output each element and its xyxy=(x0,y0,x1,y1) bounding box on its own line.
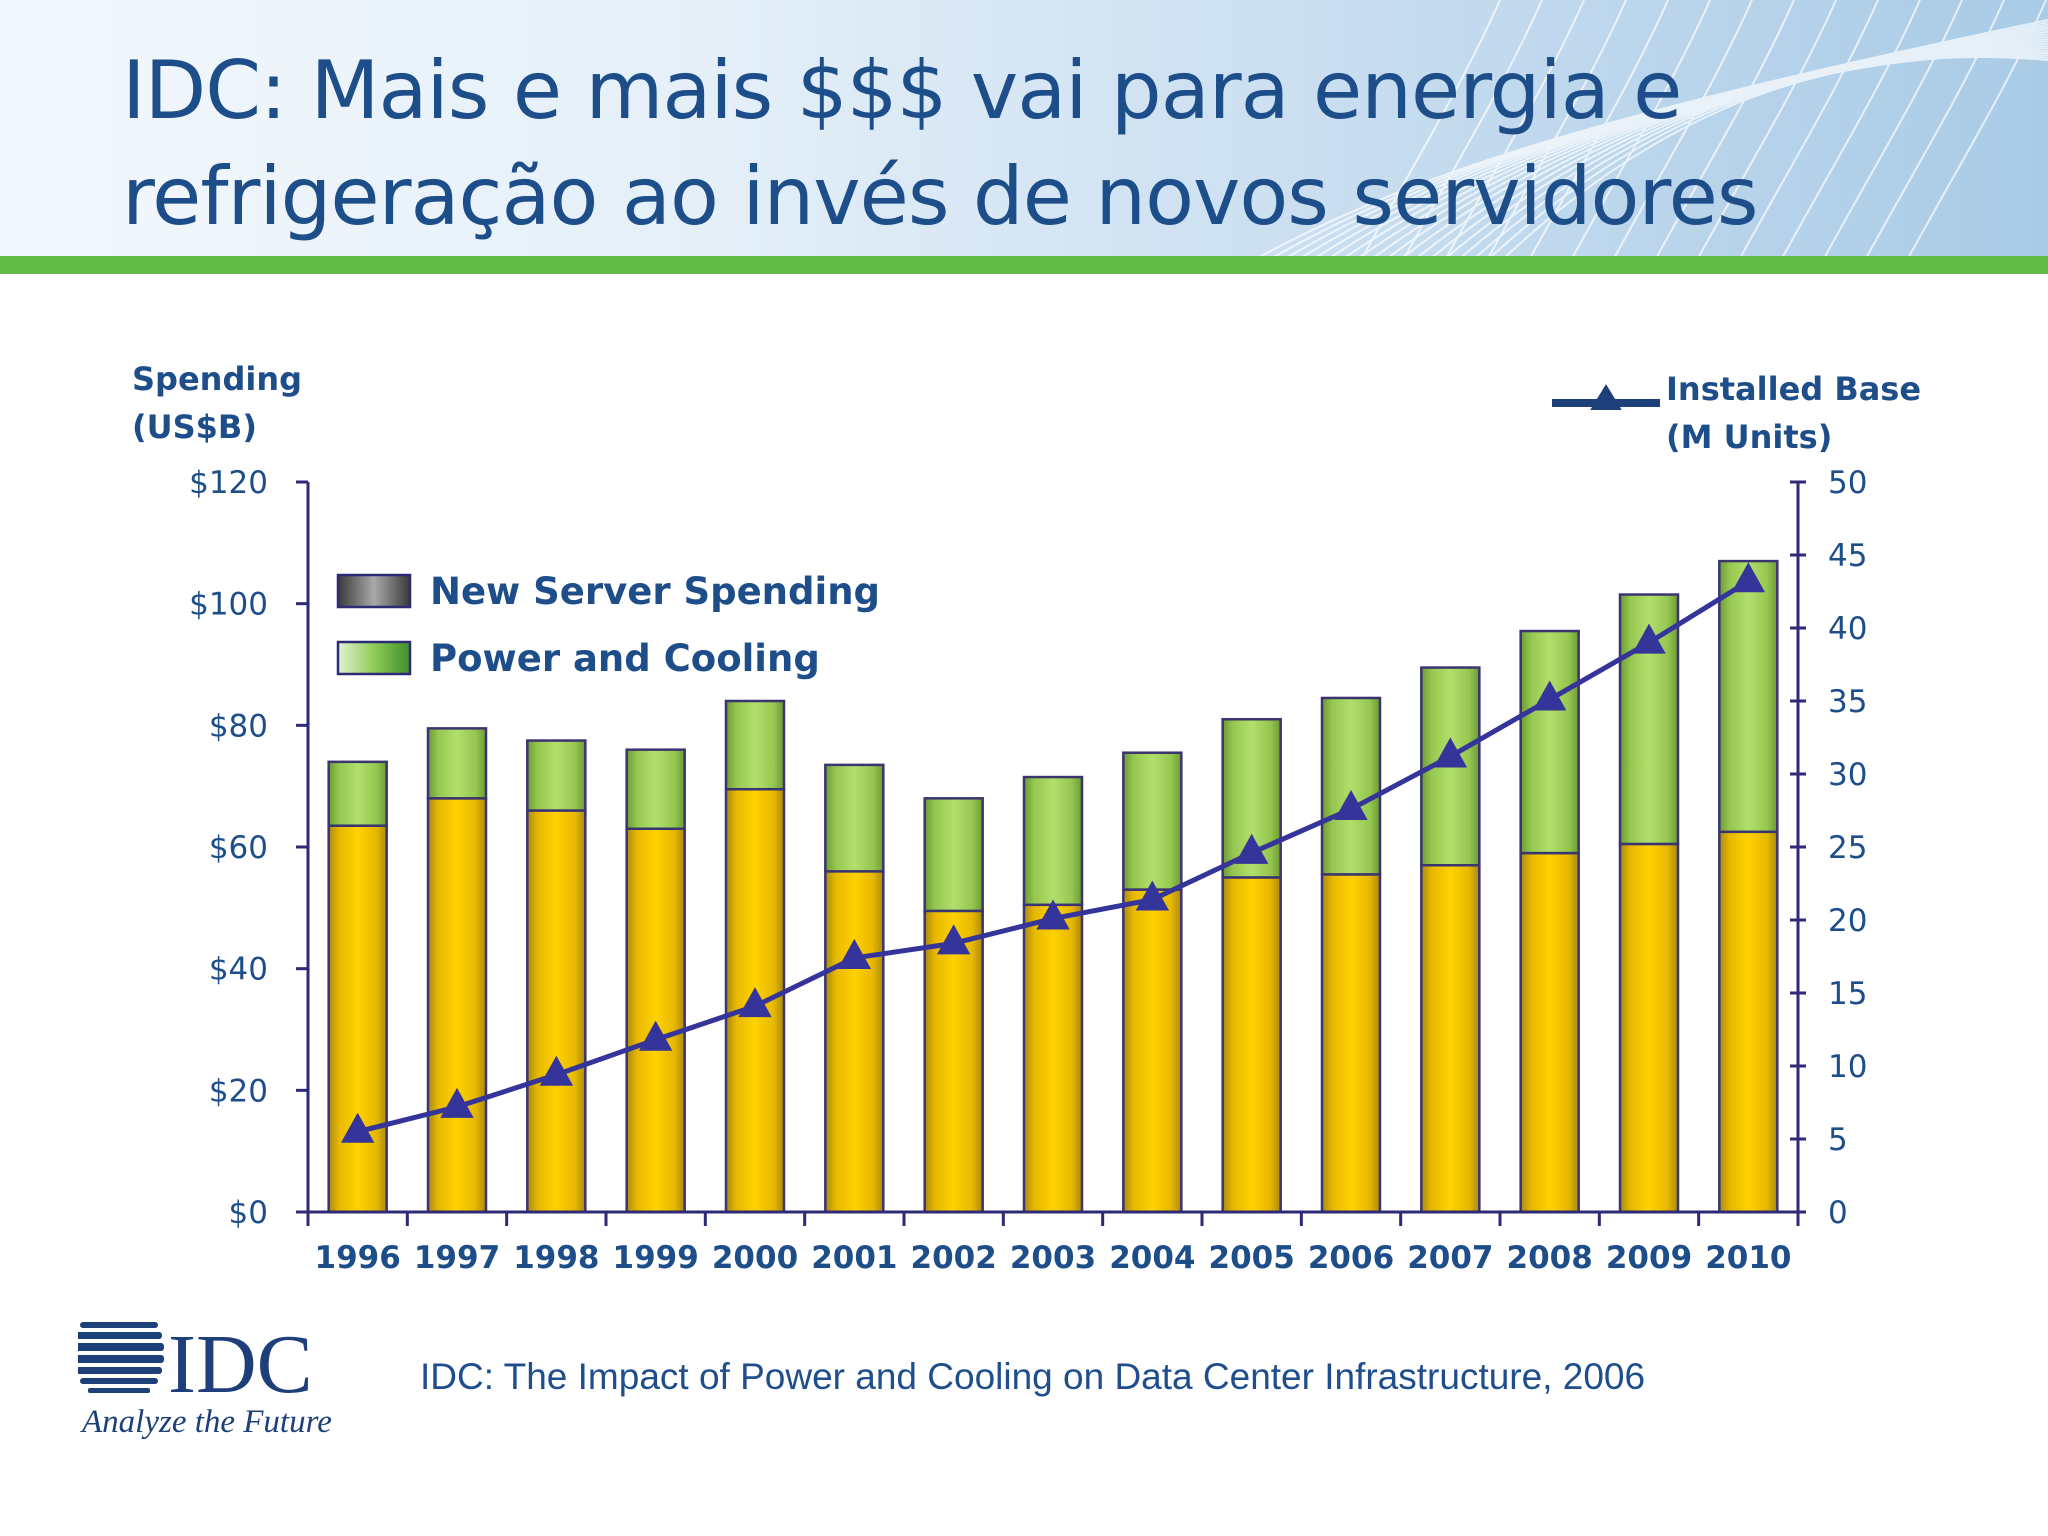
source-note: IDC: The Impact of Power and Cooling on … xyxy=(420,1356,1646,1397)
installed-base-point-2008 xyxy=(1532,680,1567,711)
slide-title: IDC: Mais e mais $$$ vai para energia e … xyxy=(122,38,1759,250)
left-axis-title: Spending xyxy=(132,360,302,398)
installed-base-point-2004 xyxy=(1135,880,1170,911)
bar-power-cooling-1997 xyxy=(426,727,488,800)
right-tick-label: 15 xyxy=(1828,976,1867,1012)
right-tick-label: 25 xyxy=(1828,830,1867,866)
category-label-2005: 2005 xyxy=(1209,1240,1295,1276)
installed-base-point-2009 xyxy=(1632,623,1666,654)
right-tick-label: 50 xyxy=(1828,465,1867,501)
bar-new-server-2009 xyxy=(1618,842,1680,1214)
right-axis-title: (M Units) xyxy=(1666,418,1832,456)
bar-power-cooling-2006 xyxy=(1320,696,1382,876)
category-label-2003: 2003 xyxy=(1010,1240,1096,1276)
bar-new-server-2006 xyxy=(1320,873,1382,1214)
bar-new-server-2005 xyxy=(1221,876,1282,1214)
spending-chart: $0 $20 $40 $60 $80 $100 $120 0 5 10 15 20 25 30 35 40 45… xyxy=(132,360,1921,1276)
category-label-2010: 2010 xyxy=(1705,1240,1791,1276)
category-label-1999: 1999 xyxy=(613,1240,699,1276)
idc-wordmark: IDC xyxy=(168,1318,313,1411)
left-tick-label: $80 xyxy=(209,708,268,744)
legend-new-server-spending: New Server Spending xyxy=(336,570,880,613)
category-label-2009: 2009 xyxy=(1606,1240,1692,1276)
bar-power-cooling-2002 xyxy=(923,797,984,913)
globe-icon xyxy=(78,1322,164,1393)
wave-mesh-graphic xyxy=(1249,0,2048,262)
bar-power-cooling-2008 xyxy=(1519,629,1580,855)
title-line-2: refrigeração ao invés de novos servidore… xyxy=(122,150,1759,243)
category-label-2000: 2000 xyxy=(712,1240,798,1276)
bar-new-server-2010 xyxy=(1718,830,1779,1214)
right-tick-label: 20 xyxy=(1828,903,1867,939)
header-accent-bar xyxy=(0,256,2048,274)
bar-power-cooling-1998 xyxy=(526,739,587,812)
bar-new-server-1996 xyxy=(327,824,388,1214)
left-tick-label: $120 xyxy=(189,465,268,501)
installed-base-point-1998 xyxy=(539,1055,574,1086)
bar-new-server-1999 xyxy=(625,827,686,1214)
category-label-2001: 2001 xyxy=(811,1240,897,1276)
legend-swatch xyxy=(336,573,412,609)
installed-base-point-2002 xyxy=(936,924,971,955)
bar-power-cooling-2004 xyxy=(1122,751,1183,891)
title-line-1: IDC: Mais e mais $$$ vai para energia e xyxy=(122,44,1682,137)
legend-label: Power and Cooling xyxy=(430,637,820,680)
bar-new-server-2001 xyxy=(824,870,885,1214)
right-tick-label: 35 xyxy=(1828,684,1867,720)
left-tick-label: $20 xyxy=(209,1073,268,1109)
right-tick-label: 5 xyxy=(1828,1122,1848,1158)
left-tick-label: $100 xyxy=(189,587,268,623)
category-label-1997: 1997 xyxy=(414,1240,500,1276)
bar-new-server-2007 xyxy=(1420,864,1481,1214)
idc-tagline: Analyze the Future xyxy=(80,1404,332,1440)
right-tick-label: 45 xyxy=(1828,538,1867,574)
legend-label: New Server Spending xyxy=(430,570,880,613)
bar-power-cooling-1999 xyxy=(625,748,686,831)
right-axis-title: Installed Base xyxy=(1666,370,1921,408)
bar-power-cooling-1996 xyxy=(327,760,388,827)
category-label-2008: 2008 xyxy=(1507,1240,1593,1276)
idc-logo: IDC Analyze the Future xyxy=(78,1318,332,1440)
right-tick-label: 40 xyxy=(1828,611,1867,647)
installed-base-point-2000 xyxy=(738,987,772,1018)
installed-base-point-1997 xyxy=(440,1087,474,1118)
category-label-2007: 2007 xyxy=(1407,1240,1493,1276)
installed-base-point-2005 xyxy=(1234,833,1269,864)
bar-new-server-1998 xyxy=(526,809,587,1214)
right-tick-label: 10 xyxy=(1828,1049,1867,1085)
installed-base-legend-marker xyxy=(1552,384,1660,410)
legend-swatch xyxy=(336,640,412,676)
left-tick-label: $60 xyxy=(209,830,268,866)
installed-base-point-2001 xyxy=(837,938,872,969)
bar-new-server-2004 xyxy=(1122,888,1183,1214)
category-label-2004: 2004 xyxy=(1109,1240,1195,1276)
installed-base-point-1999 xyxy=(638,1020,673,1051)
right-tick-label: 0 xyxy=(1828,1195,1848,1231)
bar-new-server-2002 xyxy=(923,909,984,1214)
legend-power-and-cooling: Power and Cooling xyxy=(336,637,820,680)
bar-new-server-2003 xyxy=(1022,903,1084,1214)
bar-new-server-2008 xyxy=(1519,851,1580,1214)
category-label-1996: 1996 xyxy=(315,1240,401,1276)
header-banner xyxy=(0,0,2048,262)
bar-power-cooling-2003 xyxy=(1022,775,1084,907)
installed-base-point-2003 xyxy=(1036,899,1070,930)
category-label-2002: 2002 xyxy=(911,1240,997,1276)
left-tick-label: $40 xyxy=(209,952,268,988)
installed-base-point-2007 xyxy=(1433,737,1468,768)
left-axis-title: (US$B) xyxy=(132,408,257,446)
left-tick-label: $0 xyxy=(229,1195,268,1231)
right-tick-label: 30 xyxy=(1828,757,1867,793)
installed-base-point-1996 xyxy=(340,1112,375,1143)
bar-power-cooling-2000 xyxy=(724,699,786,791)
bar-power-cooling-2001 xyxy=(824,763,885,873)
category-label-2006: 2006 xyxy=(1308,1240,1394,1276)
installed-base-point-2010 xyxy=(1731,562,1766,593)
category-label-1998: 1998 xyxy=(513,1240,599,1276)
installed-base-point-2006 xyxy=(1334,789,1368,821)
bar-power-cooling-2010 xyxy=(1718,559,1779,834)
bar-power-cooling-2005 xyxy=(1221,718,1282,879)
bar-new-server-1997 xyxy=(426,797,488,1214)
